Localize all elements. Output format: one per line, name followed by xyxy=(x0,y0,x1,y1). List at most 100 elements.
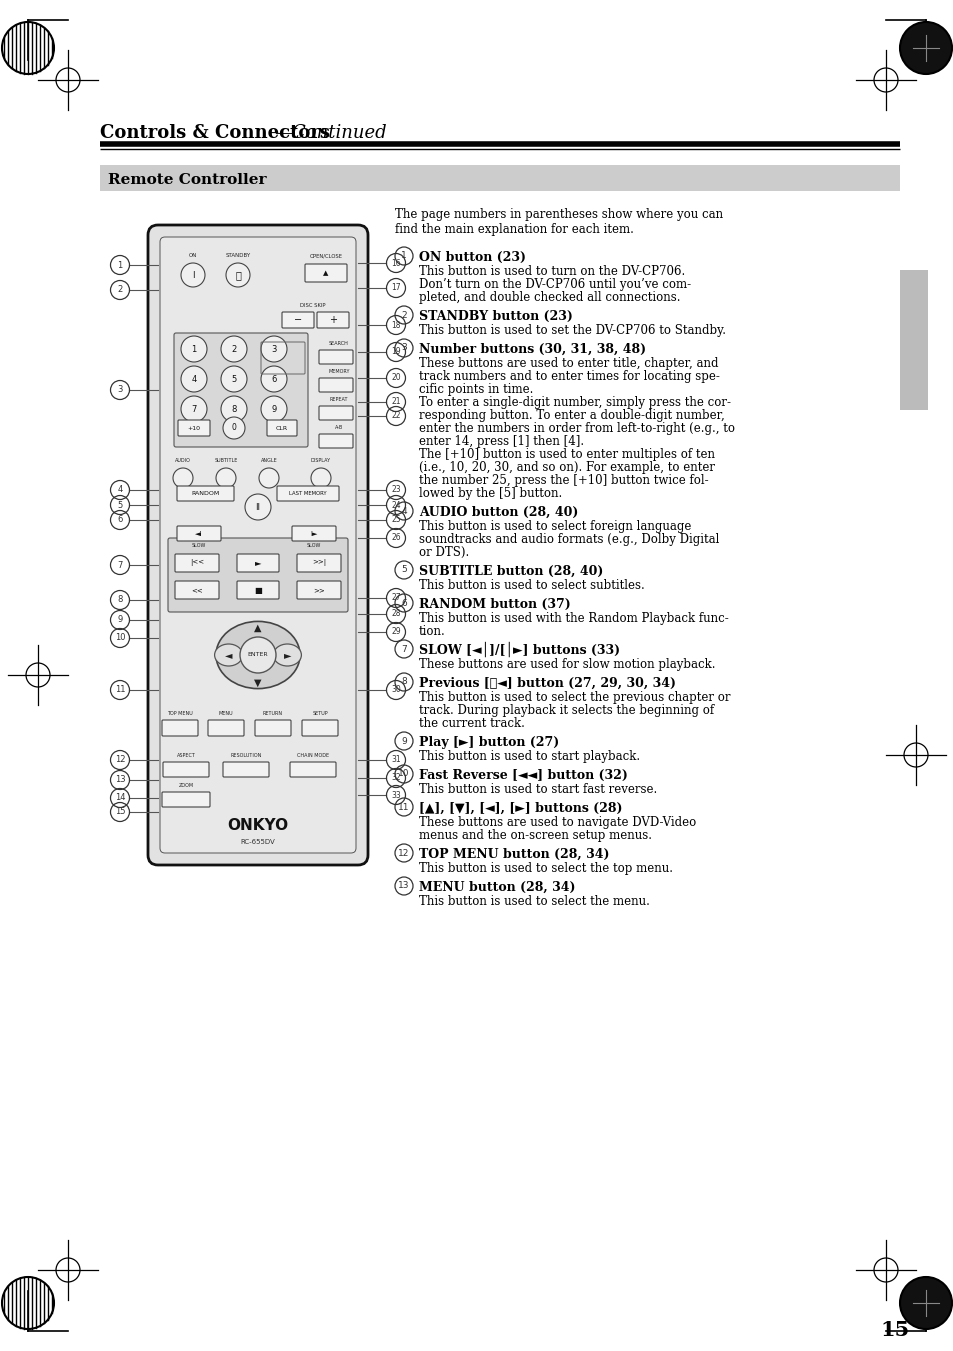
Text: pleted, and double checked all connections.: pleted, and double checked all connectio… xyxy=(418,290,679,304)
Text: REPEAT: REPEAT xyxy=(330,397,348,403)
Text: 2: 2 xyxy=(232,345,236,354)
Text: DISC SKIP: DISC SKIP xyxy=(300,303,325,308)
Text: the number 25, press the [+10] button twice fol-: the number 25, press the [+10] button tw… xyxy=(418,474,708,486)
Text: 15: 15 xyxy=(114,808,125,816)
Text: These buttons are used for slow motion playback.: These buttons are used for slow motion p… xyxy=(418,658,715,671)
Text: 28: 28 xyxy=(391,609,400,619)
Circle shape xyxy=(221,336,247,362)
Text: RANDOM button (37): RANDOM button (37) xyxy=(418,598,570,611)
Text: RANDOM: RANDOM xyxy=(192,490,219,496)
FancyBboxPatch shape xyxy=(160,236,355,852)
Text: 8: 8 xyxy=(231,404,236,413)
Text: OPEN/CLOSE: OPEN/CLOSE xyxy=(309,253,342,258)
Ellipse shape xyxy=(274,644,301,666)
Text: 2: 2 xyxy=(401,311,406,319)
Text: These buttons are used to enter title, chapter, and: These buttons are used to enter title, c… xyxy=(418,357,718,370)
Text: This button is used to set the DV-CP706 to Standby.: This button is used to set the DV-CP706 … xyxy=(418,324,725,336)
Text: 9: 9 xyxy=(271,404,276,413)
FancyBboxPatch shape xyxy=(316,312,349,328)
Text: 1: 1 xyxy=(400,251,406,261)
Text: SEARCH: SEARCH xyxy=(329,340,349,346)
Text: 20: 20 xyxy=(391,373,400,382)
Circle shape xyxy=(215,467,235,488)
Text: 12: 12 xyxy=(398,848,409,858)
Text: 17: 17 xyxy=(391,284,400,293)
Text: These buttons are used to navigate DVD-Video: These buttons are used to navigate DVD-V… xyxy=(418,816,696,830)
Text: 30: 30 xyxy=(391,685,400,694)
FancyBboxPatch shape xyxy=(173,332,308,447)
Text: 33: 33 xyxy=(391,790,400,800)
Text: TOP MENU: TOP MENU xyxy=(167,711,193,716)
FancyBboxPatch shape xyxy=(318,350,353,363)
Text: 18: 18 xyxy=(391,320,400,330)
Text: ONKYO: ONKYO xyxy=(227,817,288,832)
Text: responding button. To enter a double-digit number,: responding button. To enter a double-dig… xyxy=(418,409,724,422)
Circle shape xyxy=(899,22,951,74)
Text: 12: 12 xyxy=(114,755,125,765)
Circle shape xyxy=(240,638,275,673)
Text: the current track.: the current track. xyxy=(418,717,524,730)
FancyBboxPatch shape xyxy=(290,762,335,777)
Circle shape xyxy=(261,366,287,392)
Circle shape xyxy=(223,417,245,439)
Text: 13: 13 xyxy=(114,775,125,785)
Text: ▼: ▼ xyxy=(254,677,261,688)
Text: TOP MENU button (28, 34): TOP MENU button (28, 34) xyxy=(418,848,609,861)
Text: 1: 1 xyxy=(117,261,123,269)
Text: This button is used to start playback.: This button is used to start playback. xyxy=(418,750,639,763)
Text: This button is used to select foreign language: This button is used to select foreign la… xyxy=(418,520,691,534)
FancyBboxPatch shape xyxy=(168,538,348,612)
Text: tion.: tion. xyxy=(418,626,445,638)
Text: ⏻: ⏻ xyxy=(234,270,241,280)
Text: cific points in time.: cific points in time. xyxy=(418,382,533,396)
FancyBboxPatch shape xyxy=(254,720,291,736)
Text: 3: 3 xyxy=(117,385,123,394)
Text: A-B: A-B xyxy=(335,426,343,430)
FancyBboxPatch shape xyxy=(236,581,278,598)
FancyBboxPatch shape xyxy=(174,581,219,598)
Text: This button is used to turn on the DV-CP706.: This button is used to turn on the DV-CP… xyxy=(418,265,684,278)
Text: 7: 7 xyxy=(117,561,123,570)
Text: DISPLAY: DISPLAY xyxy=(311,458,331,463)
Text: 15: 15 xyxy=(880,1320,908,1340)
Text: 6: 6 xyxy=(117,516,123,524)
FancyBboxPatch shape xyxy=(296,581,340,598)
Circle shape xyxy=(181,263,205,286)
Text: 10: 10 xyxy=(397,770,410,778)
Text: 16: 16 xyxy=(391,258,400,267)
Text: 4: 4 xyxy=(117,485,123,494)
Text: I: I xyxy=(192,270,194,280)
Text: 11: 11 xyxy=(397,802,410,812)
Text: 6: 6 xyxy=(400,598,406,608)
Text: 3: 3 xyxy=(271,345,276,354)
Text: AUDIO button (28, 40): AUDIO button (28, 40) xyxy=(418,507,578,519)
Text: >>|: >>| xyxy=(312,559,326,566)
Text: This button is used to select the menu.: This button is used to select the menu. xyxy=(418,894,649,908)
Text: MEMORY: MEMORY xyxy=(328,369,350,374)
Circle shape xyxy=(221,396,247,422)
Text: ▲: ▲ xyxy=(254,623,261,632)
Text: ■: ■ xyxy=(253,585,262,594)
Text: 0: 0 xyxy=(232,423,236,432)
Text: ◄: ◄ xyxy=(225,650,233,661)
Text: The page numbers in parentheses show where you can
find the main explanation for: The page numbers in parentheses show whe… xyxy=(395,208,722,236)
Text: 13: 13 xyxy=(397,881,410,890)
Circle shape xyxy=(245,494,271,520)
Text: Remote Controller: Remote Controller xyxy=(108,173,266,186)
Text: or DTS).: or DTS). xyxy=(418,546,469,559)
Text: I►: I► xyxy=(310,531,317,536)
Circle shape xyxy=(226,263,250,286)
FancyBboxPatch shape xyxy=(100,165,899,190)
Circle shape xyxy=(181,336,207,362)
Text: ASPECT: ASPECT xyxy=(176,753,195,758)
Text: >>: >> xyxy=(313,586,325,593)
Text: MENU: MENU xyxy=(218,711,233,716)
FancyBboxPatch shape xyxy=(305,263,347,282)
Text: lowed by the [5] button.: lowed by the [5] button. xyxy=(418,486,561,500)
FancyBboxPatch shape xyxy=(162,720,198,736)
Text: ON: ON xyxy=(189,253,197,258)
Circle shape xyxy=(221,366,247,392)
Text: 4: 4 xyxy=(192,374,196,384)
Text: <<: << xyxy=(191,586,203,593)
FancyBboxPatch shape xyxy=(177,526,221,540)
